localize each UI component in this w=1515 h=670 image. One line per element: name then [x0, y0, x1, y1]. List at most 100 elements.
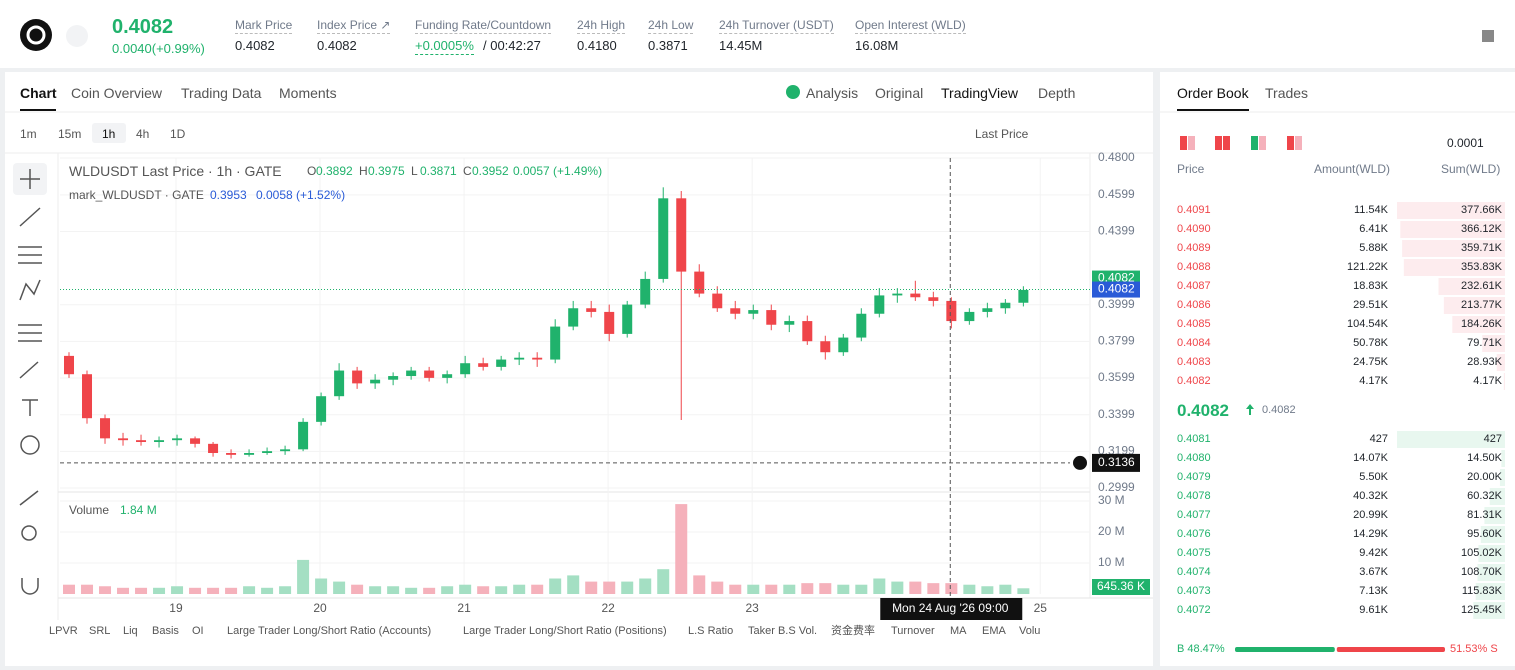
book-price: 0.4086	[1177, 299, 1211, 311]
depth-bar	[1496, 354, 1505, 371]
stat-label: 24h Low	[648, 18, 694, 34]
interval[interactable]: 1m	[20, 127, 37, 141]
y-tick-label: 0.3599	[1098, 370, 1135, 384]
depth-bar	[1475, 583, 1505, 600]
book-amount: 18.83K	[1353, 280, 1388, 292]
indicator[interactable]: Taker B.S Vol.	[748, 625, 818, 637]
book-tab[interactable]: Trades	[1265, 85, 1309, 101]
chart-panel	[5, 72, 1153, 666]
tab[interactable]: Coin Overview	[71, 85, 163, 101]
tab[interactable]: Chart	[20, 85, 57, 101]
volume-bar	[387, 586, 400, 594]
candle-body	[424, 370, 435, 378]
col-head: Sum(WLD)	[1441, 162, 1501, 176]
tab[interactable]: Moments	[279, 85, 337, 101]
candle-body	[892, 293, 903, 296]
indicator[interactable]: Volu	[1019, 625, 1041, 637]
depth-bar	[1473, 602, 1505, 619]
interval[interactable]: 15m	[58, 127, 82, 141]
indicator[interactable]: LPVR	[49, 625, 78, 637]
depth-bar	[1452, 316, 1505, 333]
volume-bar	[297, 559, 310, 594]
book-view	[1287, 136, 1294, 150]
book-price: 0.4082	[1177, 375, 1211, 387]
candle-body	[964, 311, 975, 322]
coin-logo	[20, 19, 52, 51]
volume-bar	[801, 583, 814, 594]
volume-bar	[351, 584, 364, 594]
tab[interactable]: Trading Data	[181, 85, 262, 101]
y-tick-label: 0.3799	[1098, 334, 1135, 348]
book-sum: 28.93K	[1467, 356, 1502, 368]
book-price: 0.4088	[1177, 261, 1211, 273]
y-tick-label: 0.4399	[1098, 224, 1135, 238]
book-tab[interactable]: Order Book	[1177, 85, 1249, 101]
volume-bar	[171, 586, 184, 594]
depth-bar	[1477, 564, 1505, 581]
indicator[interactable]: 资金费率	[831, 625, 875, 637]
price-source[interactable]: Last Price	[975, 127, 1029, 141]
candle-body	[586, 308, 597, 312]
stat-label: 24h High	[577, 18, 626, 34]
candle-body	[856, 313, 867, 338]
volume-bar	[945, 583, 958, 594]
precision[interactable]: 0.0001	[1447, 136, 1484, 150]
book-view	[1251, 136, 1258, 150]
book-view	[1188, 136, 1195, 150]
mark-change: 0.0058 (+1.52%)	[256, 188, 346, 202]
indicator[interactable]: Turnover	[891, 625, 935, 637]
favorite[interactable]	[66, 25, 88, 47]
stat-value: 14.45M	[719, 38, 763, 53]
crosshair-label: 0.3136	[1098, 455, 1135, 469]
volume-bar	[819, 583, 832, 594]
book-amount: 104.54K	[1347, 318, 1388, 330]
stat-value: 0.3871	[648, 38, 688, 53]
interval[interactable]: 1D	[170, 127, 186, 141]
view-tab[interactable]: Depth	[1038, 85, 1076, 101]
view-tab[interactable]: TradingView	[941, 85, 1019, 101]
interval[interactable]: 1h	[102, 127, 116, 141]
book-sum: 115.83K	[1461, 585, 1502, 597]
interval[interactable]: 4h	[136, 127, 150, 141]
book-price: 0.4074	[1177, 566, 1211, 578]
volume-bar	[225, 587, 238, 594]
volume-bar	[135, 587, 148, 594]
volume-bar	[207, 587, 220, 594]
book-amount: 29.51K	[1353, 299, 1388, 311]
indicator[interactable]: Liq	[123, 625, 138, 637]
stat-label: 24h Turnover (USDT)	[719, 18, 834, 34]
depth-bar	[1478, 545, 1505, 562]
book-sum: 14.50K	[1467, 452, 1502, 464]
book-amount: 121.22K	[1347, 261, 1388, 273]
volume-bar	[153, 587, 166, 594]
indicator[interactable]: Basis	[152, 625, 179, 637]
indicator[interactable]: Large Trader Long/Short Ratio (Accounts)	[227, 625, 432, 637]
x-tick-label: 25	[1034, 601, 1048, 615]
indicator[interactable]: OI	[192, 625, 204, 637]
indicator[interactable]: Large Trader Long/Short Ratio (Positions…	[463, 625, 667, 637]
book-price: 0.4077	[1177, 509, 1211, 521]
settings-icon[interactable]	[1482, 30, 1494, 42]
book-price: 0.4091	[1177, 204, 1211, 216]
book-price: 0.4090	[1177, 223, 1211, 235]
legend-change: 0.0057 (+1.49%)	[513, 164, 603, 178]
volume-bar	[279, 586, 292, 594]
view-tab[interactable]: Original	[875, 85, 924, 101]
book-amount: 5.88K	[1359, 242, 1388, 254]
indicator[interactable]: EMA	[982, 625, 1006, 637]
view-tab[interactable]: Analysis	[806, 85, 859, 101]
drawing-tools[interactable]	[13, 163, 47, 595]
book-sum: 353.83K	[1461, 261, 1502, 273]
last-volume-tag	[1092, 579, 1150, 595]
indicator[interactable]: SRL	[89, 625, 111, 637]
book-amount: 24.75K	[1353, 356, 1388, 368]
indicator[interactable]: MA	[950, 625, 967, 637]
volume-bar	[657, 569, 670, 594]
indicator[interactable]: L.S Ratio	[688, 625, 734, 637]
mark-price-label: 0.4082	[1098, 282, 1135, 296]
coin-logo-ring	[26, 25, 46, 45]
candle-body	[316, 396, 327, 422]
candle-body	[1018, 289, 1029, 303]
book-amount: 4.17K	[1359, 375, 1388, 387]
buy-ratio-label: B 48.47%	[1177, 643, 1225, 655]
